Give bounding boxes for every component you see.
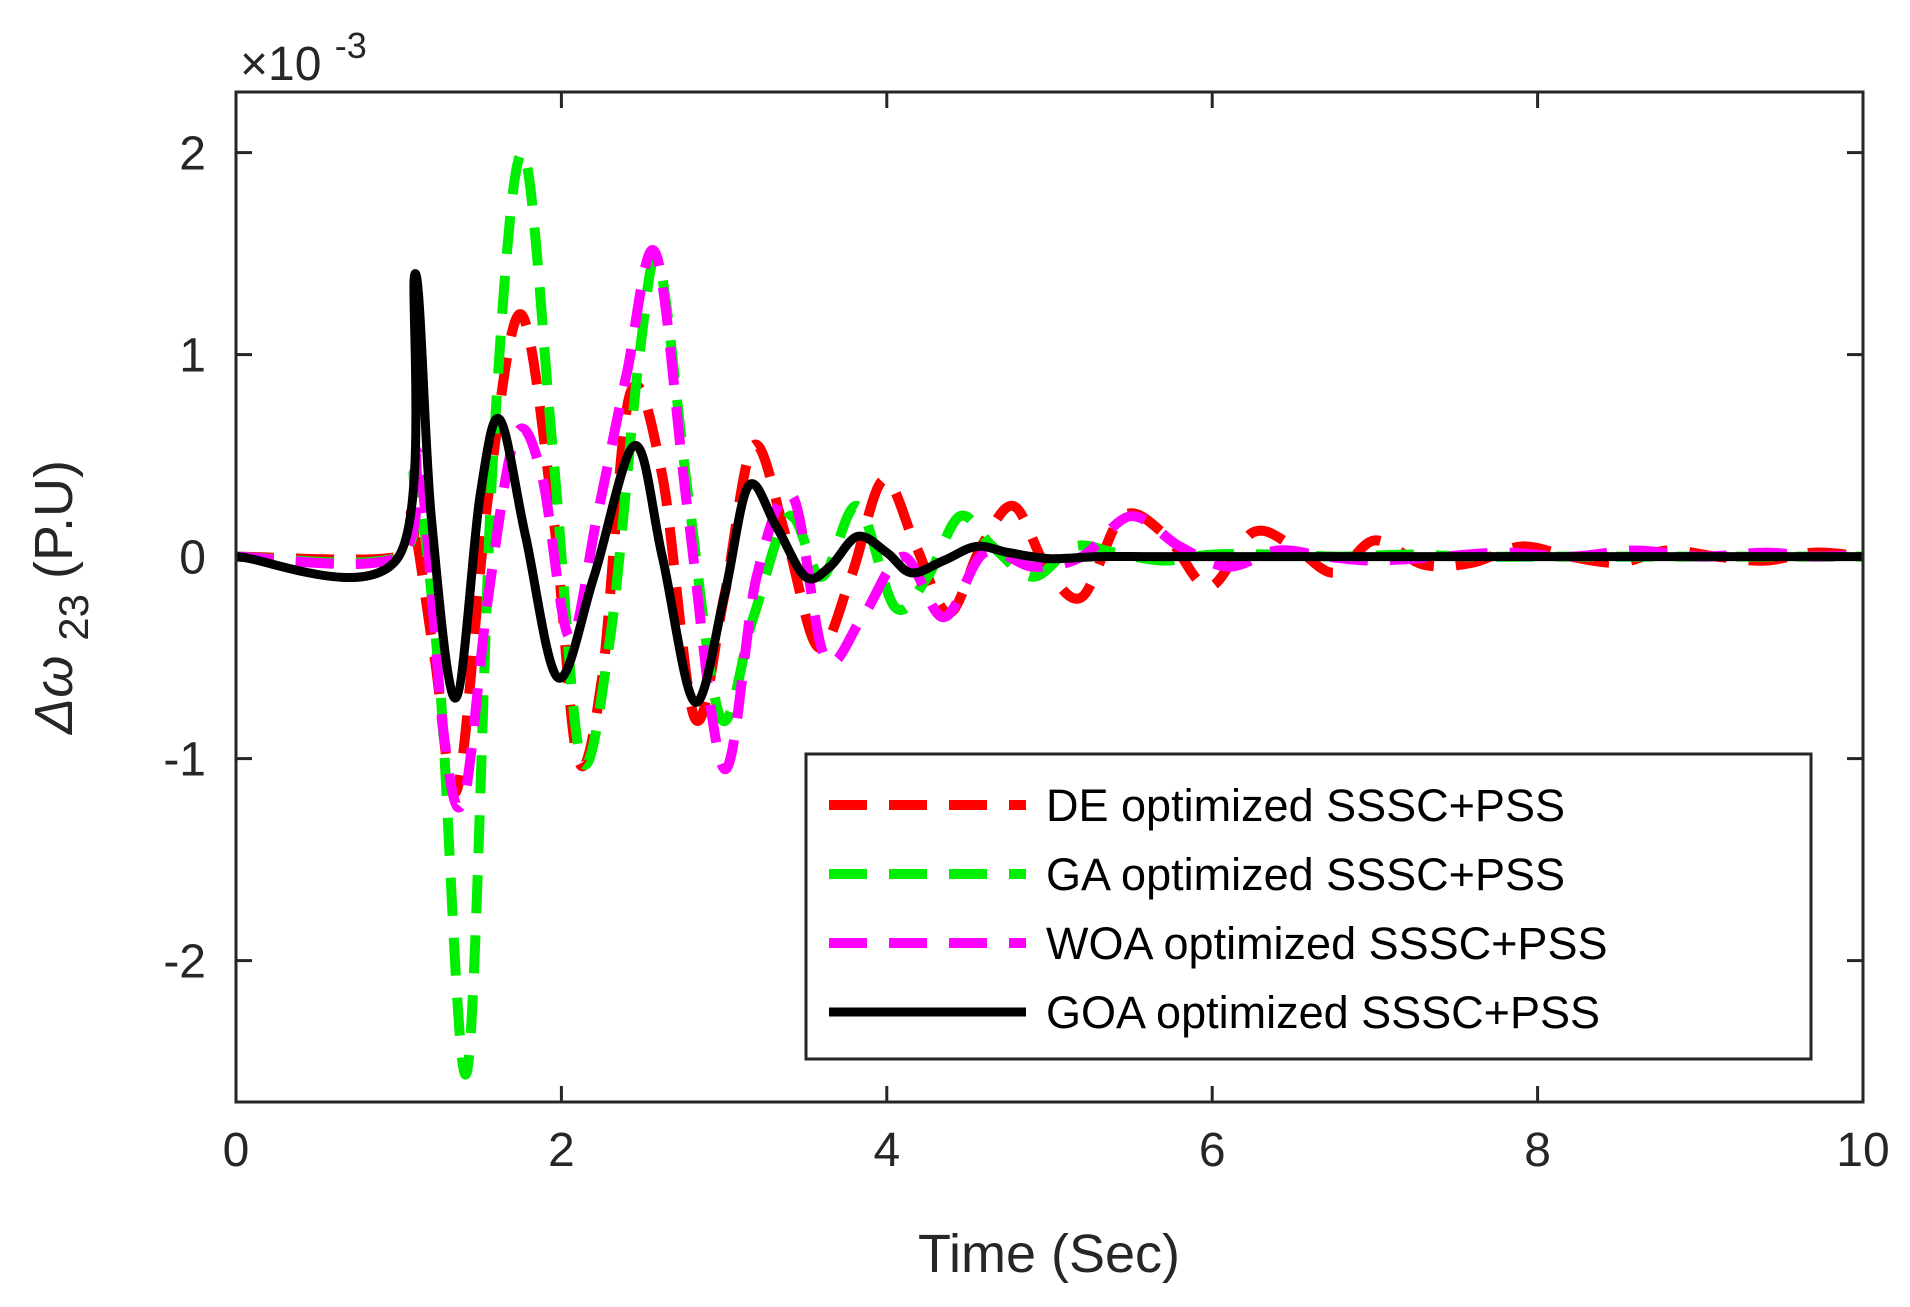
series-line-4 (236, 269, 1863, 707)
legend-label: WOA optimized SSSC+PSS (1046, 918, 1607, 969)
y-axis-label: Δω 23 (P.U) (24, 460, 100, 736)
y-axis-label-unit: (P.U) (24, 460, 84, 579)
x-tick-label: 0 (223, 1124, 250, 1177)
legend-label: DE optimized SSSC+PSS (1046, 780, 1565, 831)
series-layer (236, 147, 1863, 1080)
y-tick-label: -1 (163, 734, 206, 787)
y-tick-label: -2 (163, 936, 206, 989)
series-line-1 (236, 309, 1863, 798)
x-axis-label: Time (Sec) (918, 1224, 1180, 1284)
x-tick-label: 6 (1199, 1124, 1226, 1177)
x-tick-label: 8 (1524, 1124, 1551, 1177)
legend-label: GOA optimized SSSC+PSS (1046, 987, 1600, 1038)
x-tick-label: 4 (873, 1124, 900, 1177)
x-tick-label: 2 (548, 1124, 575, 1177)
y-exponent-base: ×10 (240, 38, 321, 91)
y-exponent-label: ×10 -3 (240, 25, 367, 91)
y-tick-label: 1 (179, 330, 206, 383)
plot-frame (234, 90, 1865, 1104)
legend-label: GA optimized SSSC+PSS (1046, 849, 1565, 900)
y-tick-label: 2 (179, 128, 206, 181)
y-exponent-power: -3 (335, 25, 367, 66)
legend-items: DE optimized SSSC+PSS GA optimized SSSC+P… (829, 780, 1607, 1038)
tick-labels: 0 2 4 6 8 10 -2 -1 0 1 2 (163, 128, 1889, 1177)
y-tick-label: 0 (179, 532, 206, 585)
x-tick-label: 10 (1836, 1124, 1889, 1177)
y-axis-label-subscript: 23 (50, 594, 97, 641)
legend: DE optimized SSSC+PSS GA optimized SSSC+P… (804, 752, 1813, 1061)
y-axis-label-main: Δω (24, 656, 84, 736)
